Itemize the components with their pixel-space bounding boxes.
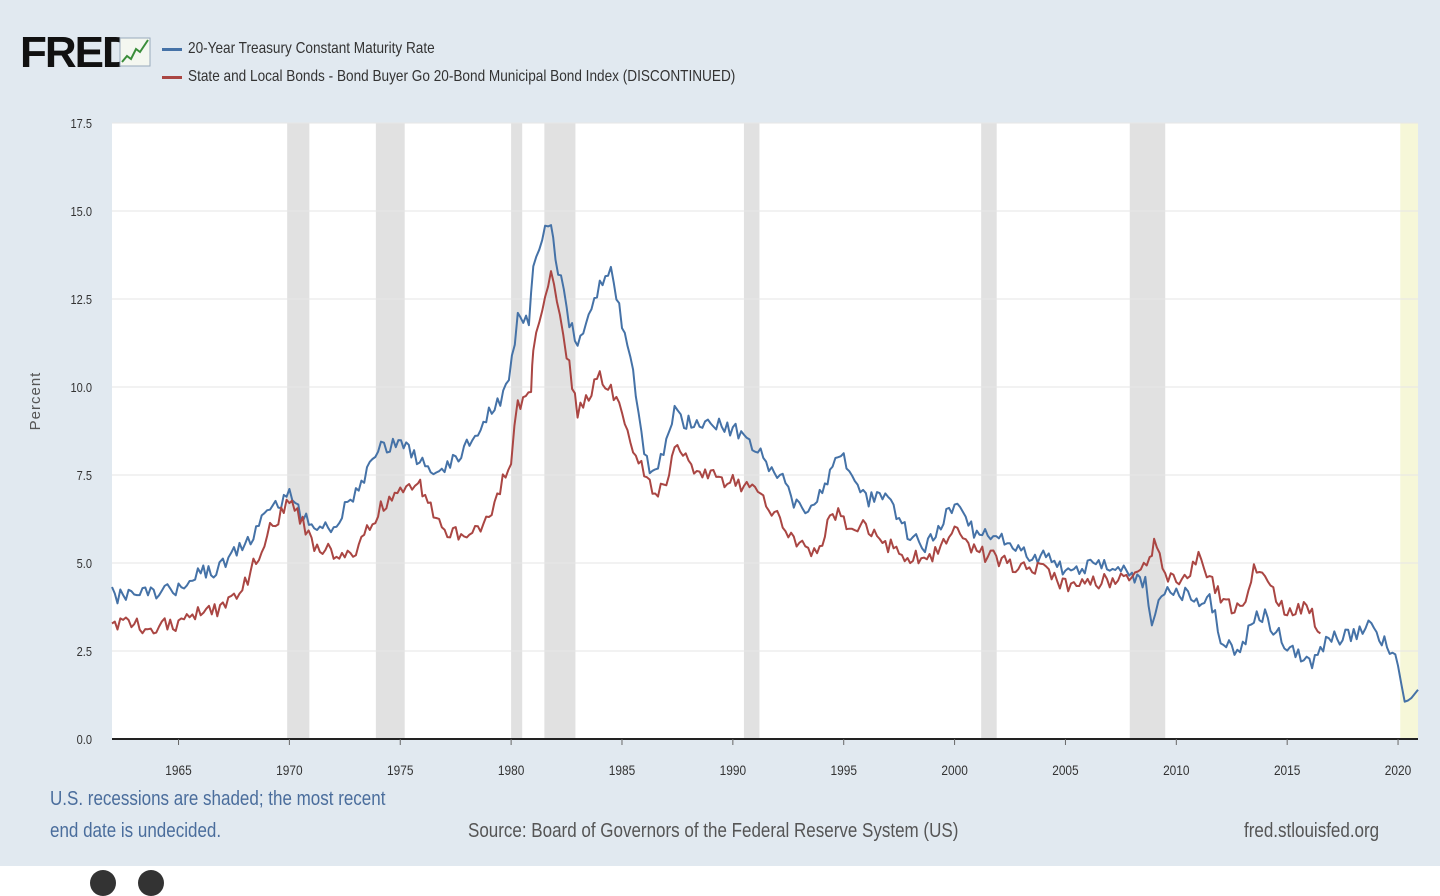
legend-item-municipal: State and Local Bonds - Bond Buyer Go 20…: [162, 68, 832, 86]
recession-note-line1: U.S. recessions are shaded; the most rec…: [50, 788, 386, 810]
x-tick-label: 1980: [498, 762, 524, 778]
y-tick-label: 10.0: [71, 380, 93, 395]
x-tick-label: 2010: [1163, 762, 1189, 778]
source-text: Source: Board of Governors of the Federa…: [468, 820, 959, 842]
y-tick-label: 5.0: [77, 556, 93, 571]
y-tick-label: 2.5: [77, 644, 93, 659]
recession-band: [375, 123, 405, 739]
site-link[interactable]: fred.stlouisfed.org: [1244, 820, 1380, 842]
y-tick-label: 17.5: [71, 116, 93, 131]
x-tick-label: 1995: [830, 762, 856, 778]
x-tick-label: 1965: [165, 762, 191, 778]
legend-swatch-municipal: [162, 75, 182, 79]
y-tick-label: 7.5: [77, 468, 93, 483]
recession-band: [1129, 123, 1166, 739]
recession-band: [287, 123, 310, 739]
toolbar-button[interactable]: [90, 870, 116, 896]
y-axis-label: Percent: [27, 372, 44, 431]
recession-band: [743, 123, 760, 739]
recession-note-line2: end date is undecided.: [50, 820, 222, 842]
x-tick-label: 1970: [276, 762, 302, 778]
legend-swatch-treasury: [162, 47, 182, 51]
fred-graph-icon: [119, 37, 151, 67]
recession-band: [981, 123, 997, 739]
x-tick-label: 1990: [720, 762, 746, 778]
x-tick-label: 1975: [387, 762, 413, 778]
x-tick-label: 2015: [1274, 762, 1300, 778]
y-tick-label: 0.0: [77, 732, 93, 747]
fred-logo: FRED: [20, 28, 134, 77]
series-line-treasury: [111, 224, 1419, 703]
y-tick-label: 15.0: [71, 204, 93, 219]
x-tick-label: 2020: [1385, 762, 1411, 778]
recession-band: [511, 123, 523, 739]
toolbar-button[interactable]: [138, 870, 164, 896]
x-tick-label: 1985: [609, 762, 635, 778]
y-tick-label: 12.5: [71, 292, 93, 307]
toolbar-strip: [0, 866, 1440, 881]
legend-item-treasury: 20-Year Treasury Constant Maturity Rate: [162, 40, 478, 58]
recession-band: [1400, 123, 1418, 739]
x-tick-label: 2000: [941, 762, 967, 778]
plot-area: [112, 123, 1418, 739]
legend-label-treasury: 20-Year Treasury Constant Maturity Rate: [188, 40, 435, 57]
x-tick-label: 2005: [1052, 762, 1078, 778]
legend-label-municipal: State and Local Bonds - Bond Buyer Go 20…: [188, 68, 736, 85]
recession-band: [544, 123, 576, 739]
series-line-municipal: [111, 270, 1321, 635]
